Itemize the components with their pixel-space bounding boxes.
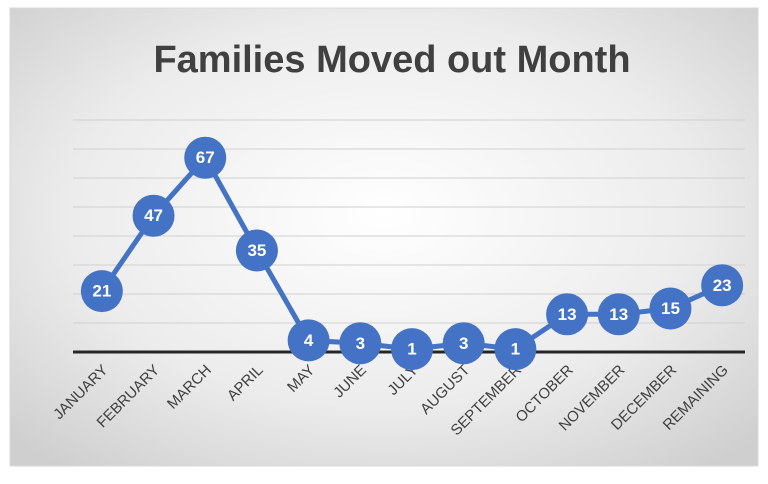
data-label: 13 (609, 305, 628, 324)
data-label: 67 (196, 148, 215, 167)
marker (442, 322, 485, 365)
marker (546, 293, 589, 336)
data-label: 21 (92, 282, 111, 301)
chart-title: Families Moved out Month (153, 39, 630, 81)
data-label: 47 (144, 206, 163, 225)
data-label: 15 (661, 299, 680, 318)
marker (494, 328, 537, 371)
marker (391, 328, 433, 371)
marker (80, 270, 123, 313)
data-label: 1 (407, 340, 416, 359)
chart-background (9, 7, 759, 467)
marker (339, 322, 382, 365)
marker (184, 136, 227, 179)
marker (597, 293, 640, 336)
data-label: 4 (304, 331, 314, 350)
data-label: 3 (459, 334, 468, 353)
data-label: 35 (247, 241, 266, 260)
data-label: 3 (356, 334, 365, 353)
marker (235, 229, 278, 272)
marker (287, 319, 330, 362)
data-label: 13 (558, 305, 577, 324)
marker (701, 264, 744, 307)
data-label: 23 (713, 276, 732, 295)
marker (132, 194, 175, 237)
data-label: 1 (511, 340, 520, 359)
marker (649, 287, 692, 330)
